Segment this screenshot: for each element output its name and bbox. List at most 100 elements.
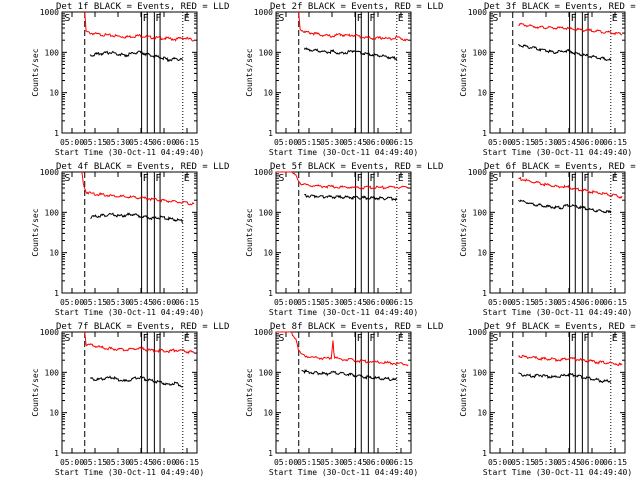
x-axis-label: Start Time (30-Oct-11 04:49:40) [483, 308, 632, 317]
x-tick-label: 06:00 [152, 138, 176, 147]
marker-label: F [369, 333, 375, 344]
x-tick-label: 06:00 [580, 138, 604, 147]
y-tick-label: 1000 [254, 8, 273, 17]
series-lld-line [276, 171, 409, 190]
y-tick-label: 100 [473, 48, 488, 57]
plot-frame [61, 11, 198, 134]
y-tick-label: 1 [482, 289, 487, 298]
x-tick-label: 06:15 [175, 138, 199, 147]
x-tick-label: 05:30 [534, 138, 558, 147]
marker-label: E [184, 13, 190, 24]
series-lld-line [81, 171, 195, 206]
series-events-line [518, 43, 612, 61]
x-tick-label: 05:45 [557, 458, 581, 467]
x-tick-label: 06:15 [389, 138, 413, 147]
y-tick-label: 10 [477, 249, 487, 258]
y-axis-label: Counts/sec [459, 48, 468, 96]
series-lld-line [276, 331, 409, 367]
series-events-line [518, 199, 612, 214]
y-tick-label: 10 [49, 249, 59, 258]
y-tick-label: 1000 [40, 168, 59, 177]
y-tick-label: 1 [268, 289, 273, 298]
marker-label: F [369, 13, 375, 24]
x-tick-label: 05:45 [129, 138, 153, 147]
series-lld-line [518, 354, 623, 367]
marker-label: F [143, 173, 149, 184]
y-tick-label: 1 [54, 449, 59, 458]
x-tick-label: 06:15 [175, 458, 199, 467]
x-tick-label: 05:45 [343, 298, 367, 307]
y-tick-label: 10 [49, 409, 59, 418]
marker-label: F [155, 13, 161, 24]
x-tick-label: 05:00 [60, 458, 84, 467]
series-lld-line [518, 176, 623, 199]
y-tick-label: 1000 [254, 328, 273, 337]
panel-title: Det 8f BLACK = Events, RED = LLD [270, 322, 443, 332]
x-tick-label: 05:45 [129, 458, 153, 467]
x-axis-label: Start Time (30-Oct-11 04:49:40) [483, 468, 632, 477]
panel-title: Det 5f BLACK = Events, RED = LLD [270, 162, 443, 172]
x-tick-label: 06:15 [603, 138, 627, 147]
marker-label: F [143, 333, 149, 344]
panel-det-3: Det 3f BLACK = Events, RED = LLD 1 10 100 10… [459, 2, 640, 157]
panel-det-7: Det 7f BLACK = Events, RED = LLD 1 10 100 10… [31, 322, 229, 477]
x-tick-label: 06:15 [389, 298, 413, 307]
y-axis-label: Counts/sec [31, 208, 40, 256]
plot-frame [489, 171, 626, 294]
marker-label: F [357, 13, 363, 24]
x-tick-label: 05:00 [274, 138, 298, 147]
marker-label: F [369, 173, 375, 184]
x-tick-label: 05:15 [297, 138, 321, 147]
marker-label: S [492, 13, 498, 24]
x-tick-label: 05:30 [320, 458, 344, 467]
series-events-line [301, 368, 397, 382]
y-tick-label: 100 [473, 208, 488, 217]
x-tick-label: 05:45 [343, 458, 367, 467]
plot-frame [61, 331, 198, 454]
x-tick-label: 05:15 [83, 458, 107, 467]
panel-title: Det 2f BLACK = Events, RED = LLD [270, 2, 443, 12]
series-lld-line [518, 22, 623, 36]
marker-label: E [398, 333, 404, 344]
x-tick-label: 05:15 [511, 298, 535, 307]
marker-label: S [278, 13, 284, 24]
x-tick-label: 06:15 [603, 458, 627, 467]
x-axis-label: Start Time (30-Oct-11 04:49:40) [269, 148, 418, 157]
x-tick-label: 05:15 [83, 298, 107, 307]
marker-label: E [184, 333, 190, 344]
x-tick-label: 06:00 [152, 298, 176, 307]
y-tick-label: 10 [477, 89, 487, 98]
x-tick-label: 05:45 [343, 138, 367, 147]
x-tick-label: 05:45 [129, 298, 153, 307]
plot-frame [275, 171, 412, 294]
x-tick-label: 05:30 [106, 458, 130, 467]
y-tick-label: 1000 [468, 328, 487, 337]
x-axis-label: Start Time (30-Oct-11 04:49:40) [55, 148, 204, 157]
x-tick-label: 06:00 [366, 298, 390, 307]
y-tick-label: 1 [54, 129, 59, 138]
y-tick-label: 1 [482, 129, 487, 138]
y-tick-label: 100 [45, 48, 60, 57]
marker-label: S [64, 333, 70, 344]
marker-label: S [492, 333, 498, 344]
marker-label: E [612, 13, 618, 24]
marker-label: F [357, 173, 363, 184]
x-axis-label: Start Time (30-Oct-11 04:49:40) [55, 308, 204, 317]
y-axis-label: Counts/sec [459, 368, 468, 416]
y-tick-label: 100 [45, 208, 60, 217]
marker-label: S [278, 173, 284, 184]
marker-label: F [571, 333, 577, 344]
x-tick-label: 05:00 [488, 458, 512, 467]
series-events-line [90, 212, 183, 223]
x-tick-label: 05:30 [106, 138, 130, 147]
x-axis-label: Start Time (30-Oct-11 04:49:40) [269, 468, 418, 477]
x-tick-label: 05:45 [557, 298, 581, 307]
panel-title: Det 9f BLACK = Events, RED = LLD [484, 322, 640, 332]
series-events-line [518, 372, 612, 383]
x-tick-label: 05:15 [511, 458, 535, 467]
y-axis-label: Counts/sec [31, 368, 40, 416]
panel-det-2: Det 2f BLACK = Events, RED = LLD 1 10 100 10… [245, 2, 443, 157]
marker-label: S [492, 173, 498, 184]
panel-title: Det 7f BLACK = Events, RED = LLD [56, 322, 229, 332]
x-tick-label: 06:15 [175, 298, 199, 307]
